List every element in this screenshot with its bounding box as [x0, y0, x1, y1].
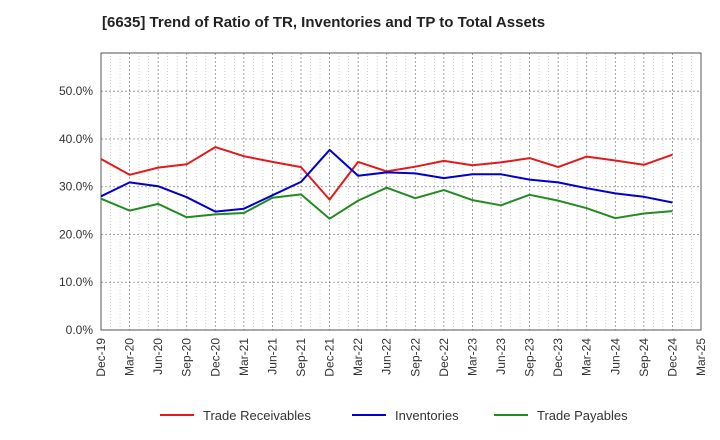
- legend-label-trade-payables: Trade Payables: [537, 407, 628, 423]
- y-tick-label: 50.0%: [59, 84, 93, 98]
- x-tick-label: Mar-24: [580, 338, 594, 376]
- x-tick-label: Jun-21: [265, 338, 279, 375]
- x-tick-label: Dec-21: [323, 338, 337, 377]
- x-tick-label: Jun-23: [494, 338, 508, 375]
- x-tick-label: Sep-23: [523, 338, 537, 377]
- chart-title: [6635] Trend of Ratio of TR, Inventories…: [102, 14, 546, 31]
- x-tick-label: Sep-22: [408, 338, 422, 377]
- legend-item-inventories: Inventories: [352, 404, 459, 426]
- x-tick-label: Dec-23: [551, 338, 565, 377]
- x-tick-label: Mar-20: [123, 338, 137, 376]
- x-tick-label: Sep-24: [637, 338, 651, 377]
- series-line-trade-payables: [100, 186, 673, 220]
- legend-label-inventories: Inventories: [395, 407, 459, 423]
- x-tick-label: Mar-23: [465, 338, 479, 376]
- y-tick-label: 40.0%: [59, 132, 93, 146]
- x-tick-label: Dec-20: [208, 338, 222, 377]
- x-tick-label: Mar-25: [694, 338, 708, 376]
- y-tick-label: 0.0%: [66, 323, 94, 337]
- x-tick-label: Jun-24: [608, 338, 622, 375]
- y-tick-label: 10.0%: [59, 275, 93, 289]
- y-tick-label: 20.0%: [59, 227, 93, 241]
- series-line-inventories: [100, 148, 673, 213]
- plot-frame: [100, 52, 702, 331]
- y-tick-label: 30.0%: [59, 180, 93, 194]
- x-tick-label: Dec-19: [94, 338, 108, 377]
- x-tick-label: Jun-22: [380, 338, 394, 375]
- legend-swatch-trade-receivables: [160, 414, 194, 416]
- legend-label-trade-receivables: Trade Receivables: [203, 407, 311, 423]
- x-tick-label: Mar-21: [237, 338, 251, 376]
- x-tick-label: Sep-20: [180, 338, 194, 377]
- legend: Trade Receivables Inventories Trade Paya…: [0, 404, 720, 426]
- x-tick-label: Dec-24: [665, 338, 679, 377]
- x-tick-label: Dec-22: [437, 338, 451, 377]
- legend-swatch-inventories: [352, 414, 386, 416]
- x-tick-label: Sep-21: [294, 338, 308, 377]
- x-tick-label: Jun-20: [151, 338, 165, 375]
- x-tick-label: Mar-22: [351, 338, 365, 376]
- legend-item-trade-payables: Trade Payables: [494, 404, 628, 426]
- legend-swatch-trade-payables: [494, 414, 528, 416]
- legend-item-trade-receivables: Trade Receivables: [160, 404, 311, 426]
